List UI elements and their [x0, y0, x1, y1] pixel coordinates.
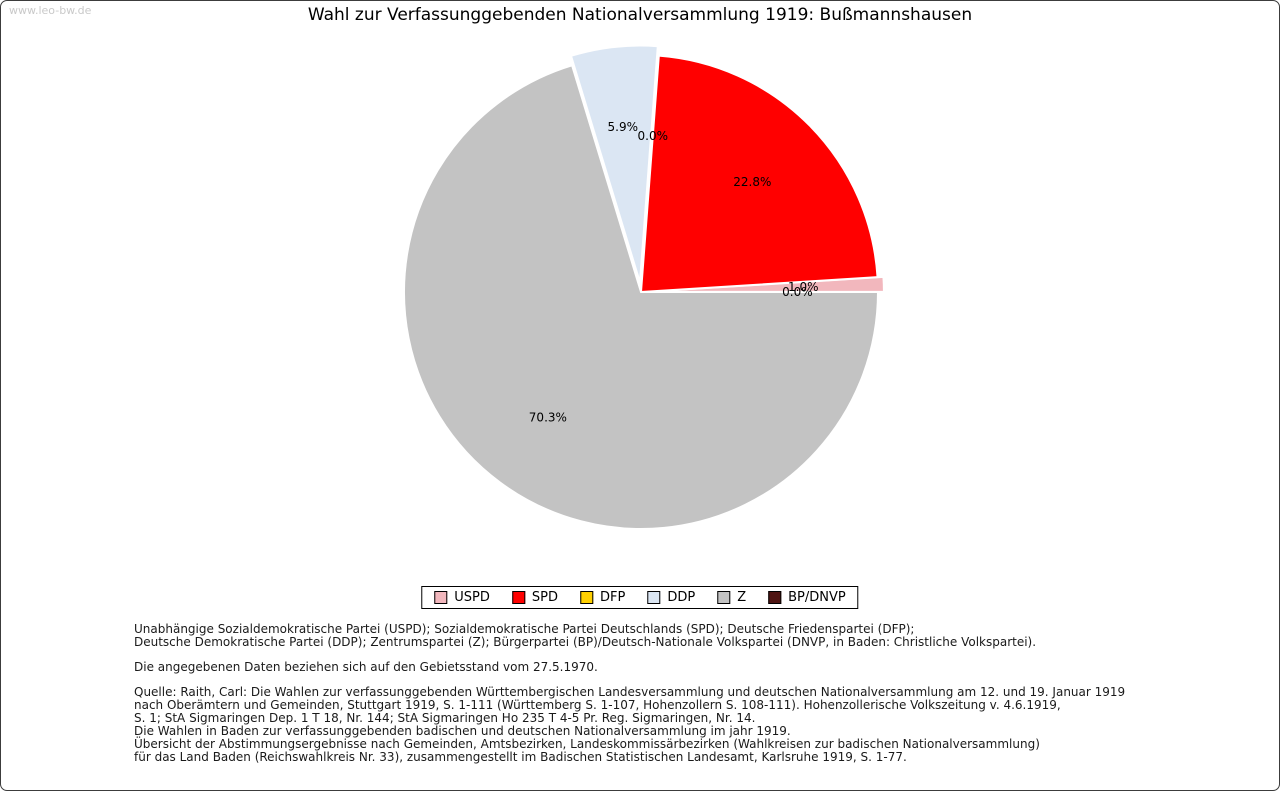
pie-slice-ddp [569, 44, 659, 283]
source-citation-line-5: Übersicht der Abstimmungsergebnisse nach… [134, 737, 1040, 751]
party-abbreviations: Unabhängige Sozialdemokratische Partei (… [134, 623, 1249, 649]
legend-item-z: Z [717, 590, 746, 605]
pct-label-spd: 22.8% [733, 175, 771, 189]
legend-label-ddp: DDP [667, 590, 696, 605]
legend-swatch-spd [511, 591, 525, 604]
legend-swatch-z [717, 591, 731, 604]
pct-label-uspd: 1.0% [788, 280, 819, 294]
source-citation-line-6: für das Land Baden (Reichswahlkreis Nr. … [134, 750, 907, 764]
source-citation-line-2: nach Oberämtern und Gemeinden, Stuttgart… [134, 698, 1061, 712]
legend-item-ddp: DDP [647, 590, 695, 605]
legend-swatch-uspd [434, 591, 448, 604]
legend-item-spd: SPD [511, 590, 559, 605]
legend-label-z: Z [737, 590, 747, 605]
pie-chart: 1.0%22.8%0.0%5.9%70.3%0.0% [403, 44, 885, 530]
watermark: www.leo-bw.de [9, 4, 92, 17]
pie-slice-z [403, 64, 880, 530]
legend-label-bp-dnvp: BP/DNVP [788, 590, 846, 605]
party-abbreviations-line-2: Deutsche Demokratische Partei (DDP); Zen… [134, 635, 1037, 649]
source-citation-line-3: S. 1; StA Sigmaringen Dep. 1 T 18, Nr. 1… [134, 711, 756, 725]
source-citation-line-1: Quelle: Raith, Carl: Die Wahlen zur verf… [134, 685, 1126, 699]
legend-item-bp-dnvp: BP/DNVP [768, 590, 846, 605]
pct-label-bp-dnvp: 0.0% [782, 285, 813, 299]
legend-item-uspd: USPD [434, 590, 490, 605]
legend-label-uspd: USPD [454, 590, 490, 605]
chart-title: Wahl zur Verfassunggebenden Nationalvers… [307, 5, 973, 25]
legend-swatch-dfp [580, 591, 594, 604]
party-abbreviations-line-1: Unabhängige Sozialdemokratische Partei (… [134, 622, 915, 636]
data-note: Die angegebenen Daten beziehen sich auf … [134, 660, 598, 674]
footnotes: Unabhängige Sozialdemokratische Partei (… [134, 623, 1249, 776]
source-citation-line-4: Die Wahlen in Baden zur verfassunggebend… [134, 724, 791, 738]
legend-swatch-ddp [647, 591, 661, 604]
pct-label-dfp: 0.0% [638, 129, 669, 143]
legend-label-spd: SPD [531, 590, 559, 605]
legend-item-dfp: DFP [580, 590, 625, 605]
legend: USPD SPD DFP DDP Z BP/DNVP [421, 586, 859, 609]
pct-label-z: 70.3% [529, 411, 567, 425]
legend-swatch-bp-dnvp [768, 591, 782, 604]
source-citation: Quelle: Raith, Carl: Die Wahlen zur verf… [134, 686, 1249, 764]
pct-label-ddp: 5.9% [608, 120, 639, 134]
legend-label-dfp: DFP [600, 590, 626, 605]
pie-slice-spd [639, 54, 879, 294]
